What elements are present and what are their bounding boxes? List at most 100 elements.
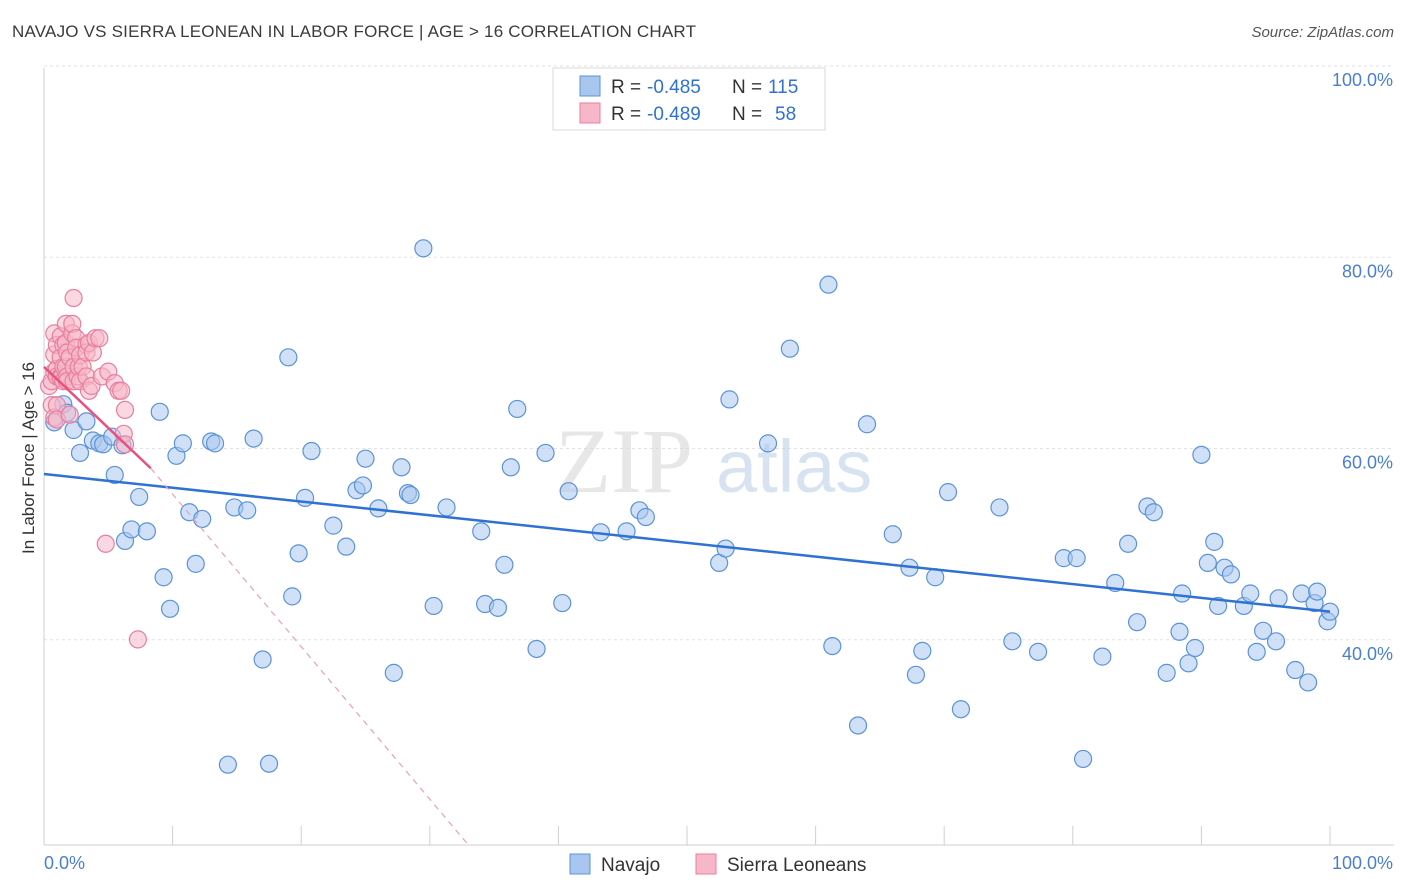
watermark-atlas: atlas (716, 425, 872, 508)
navajo-point-106 (1254, 621, 1273, 640)
navajo-point-26 (218, 755, 237, 774)
navajo-point-52 (488, 598, 508, 617)
navajo-point-58 (553, 593, 572, 613)
navajo-point-108 (1269, 589, 1288, 608)
navajo-point-89 (1127, 613, 1147, 632)
navajo-point-22 (186, 554, 205, 573)
navajo-trendline (43, 472, 1331, 613)
navajo-n-label: N = (732, 77, 762, 98)
axes (43, 68, 1394, 846)
x-tick-label-end: 100.0% (1332, 853, 1393, 873)
sierra-point-53 (112, 381, 131, 400)
navajo-point-28 (238, 501, 257, 520)
sierra-point-47 (90, 329, 109, 348)
navajo-point-10 (105, 465, 124, 485)
y-tick-label-80: 80.0% (1342, 261, 1393, 281)
trendlines (43, 365, 1331, 846)
navajo-point-14 (130, 487, 149, 507)
tick-labels: 40.0% 60.0% 80.0% 100.0% 0.0% 100.0% (44, 70, 1393, 873)
navajo-point-29 (244, 429, 263, 448)
navajo-point-77 (926, 568, 945, 587)
navajo-point-57 (536, 443, 555, 463)
navajo-point-49 (437, 498, 456, 517)
sierra-point-56 (115, 400, 135, 420)
navajo-point-81 (1003, 632, 1022, 651)
navajo-point-113 (1308, 582, 1327, 601)
navajo-point-109 (1286, 660, 1305, 680)
chart-source: Source: ZipAtlas.com (1251, 24, 1394, 41)
navajo-point-15 (137, 522, 156, 541)
navajo-point-68 (780, 339, 799, 358)
sierra-trendline-extension (150, 467, 469, 846)
navajo-point-71 (848, 716, 868, 735)
sierra-r-label: R = (611, 104, 641, 125)
navajo-point-100 (1205, 532, 1224, 551)
navajo-point-63 (636, 507, 655, 527)
navajo-point-35 (295, 488, 315, 507)
navajo-point-50 (472, 522, 491, 541)
navajo-swatch (579, 75, 601, 97)
navajo-point-79 (951, 700, 971, 719)
legend-sierra-swatch (695, 853, 717, 875)
watermark: ZIP atlas (555, 410, 872, 512)
navajo-point-105 (1247, 642, 1266, 661)
navajo-point-54 (501, 458, 520, 477)
navajo-point-4 (70, 443, 90, 463)
navajo-point-17 (154, 568, 173, 587)
navajo-point-82 (1028, 642, 1048, 661)
navajo-point-73 (883, 525, 902, 544)
sierra-trendline (43, 365, 152, 470)
navajo-point-5 (77, 412, 96, 431)
navajo-point-16 (150, 402, 169, 421)
y-tick-label-40: 40.0% (1342, 644, 1393, 664)
navajo-point-102 (1221, 565, 1241, 584)
navajo-point-88 (1118, 534, 1138, 553)
navajo-point-48 (414, 239, 433, 258)
navajo-point-43 (384, 663, 403, 682)
navajo-point-33 (283, 587, 302, 606)
legend-navajo-label: Navajo (601, 855, 660, 876)
navajo-n-value: 115 (768, 77, 798, 98)
navajo-point-91 (1144, 503, 1163, 522)
navajo-point-40 (353, 476, 373, 495)
navajo-point-104 (1241, 584, 1260, 603)
sierra-point-29 (64, 288, 83, 308)
navajo-point-78 (938, 483, 958, 502)
navajo-point-31 (259, 754, 279, 773)
navajo-point-25 (205, 434, 225, 453)
gridlines (44, 65, 1394, 641)
navajo-r-label: R = (611, 77, 641, 98)
sierra-point-26 (60, 405, 79, 424)
navajo-r-value: -0.485 (647, 77, 701, 98)
navajo-point-111 (1299, 673, 1318, 692)
navajo-point-99 (1209, 596, 1228, 616)
legend-navajo-swatch (569, 853, 591, 875)
navajo-point-36 (302, 441, 321, 461)
navajo-point-53 (495, 555, 514, 574)
sierra-n-label: N = (732, 104, 762, 125)
navajo-point-46 (401, 485, 420, 505)
sierra-point-49 (96, 534, 115, 553)
sierra-leonean-points (40, 288, 147, 649)
navajo-point-92 (1157, 663, 1176, 682)
navajo-point-66 (720, 390, 739, 409)
navajo-point-41 (356, 449, 375, 468)
navajo-point-38 (337, 537, 356, 556)
navajo-point-107 (1266, 632, 1286, 651)
navajo-point-86 (1093, 647, 1112, 666)
x-tick-label-start: 0.0% (44, 853, 85, 873)
navajo-points (45, 239, 1340, 774)
chart-title: NAVAJO VS SIERRA LEONEAN IN LABOR FORCE … (12, 22, 697, 41)
navajo-point-37 (324, 516, 343, 535)
navajo-point-47 (424, 596, 443, 616)
navajo-point-69 (823, 636, 842, 656)
navajo-point-85 (1073, 749, 1093, 769)
stats-legend: R = -0.485 N = 115 R = -0.489 N = 58 (552, 67, 826, 131)
navajo-point-32 (279, 348, 298, 367)
navajo-point-94 (1173, 584, 1192, 603)
navajo-point-96 (1185, 638, 1205, 658)
navajo-point-72 (857, 415, 877, 434)
sierra-r-value: -0.489 (647, 104, 701, 125)
bottom-legend: Navajo Sierra Leoneans (569, 853, 866, 876)
y-axis-title: In Labor Force | Age > 16 (19, 362, 38, 554)
